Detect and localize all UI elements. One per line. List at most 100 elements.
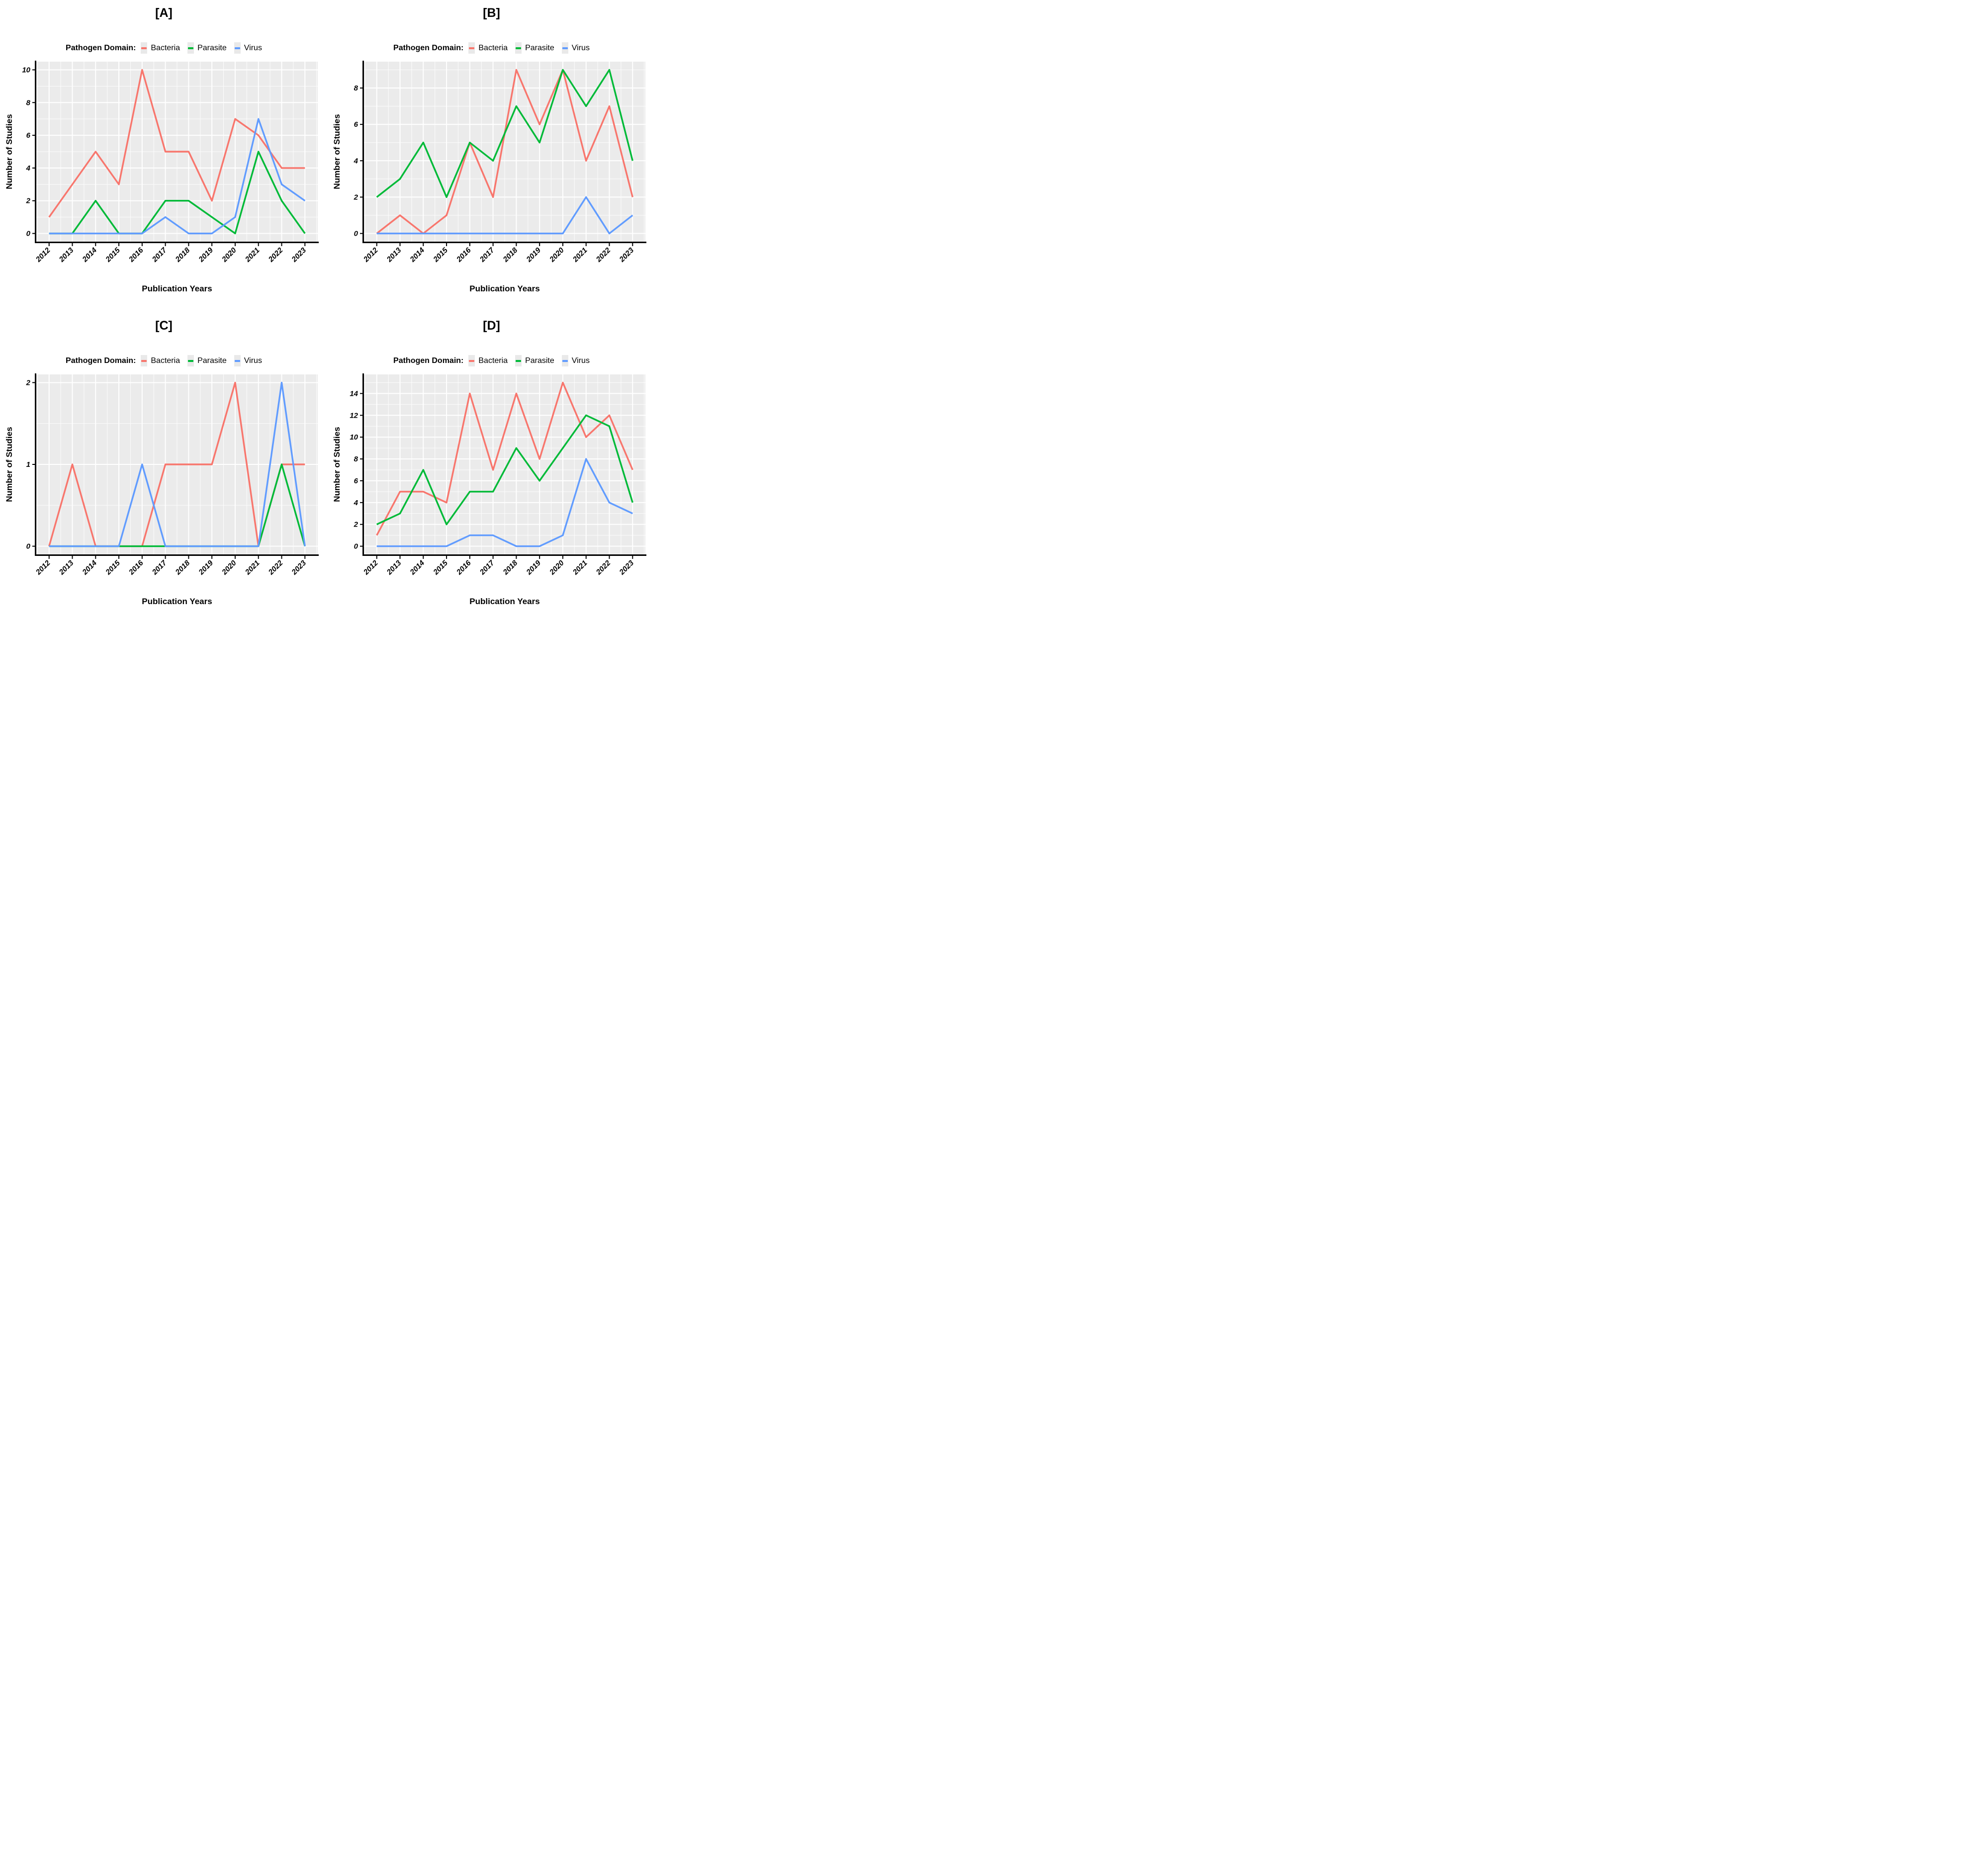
legend-label-bacteria: Bacteria <box>478 43 508 52</box>
y-tick-label: 6 <box>26 131 30 140</box>
x-tick-label: 2018 <box>173 558 191 577</box>
virus-line <box>49 118 305 235</box>
x-tick-label: 2022 <box>266 558 284 577</box>
panel-a-legend: Pathogen Domain: Bacteria Parasite Virus <box>66 42 262 54</box>
bacteria-line <box>48 69 305 218</box>
panel-c: [C] Pathogen Domain: Bacteria Parasite Vir… <box>0 313 328 625</box>
legend-label-bacteria: Bacteria <box>151 43 180 52</box>
x-tick-label: 2013 <box>57 246 76 264</box>
legend-item-bacteria: Bacteria <box>468 355 508 366</box>
x-tick-label: 2013 <box>385 558 403 577</box>
x-tick-label: 2018 <box>501 246 519 264</box>
legend-item-bacteria: Bacteria <box>468 42 508 54</box>
x-tick-label: 2018 <box>501 558 519 577</box>
x-tick-label: 2020 <box>547 246 566 264</box>
x-tick-label: 2015 <box>431 246 449 264</box>
legend-items: Bacteria Parasite Virus <box>141 42 262 54</box>
legend-items: Bacteria Parasite Virus <box>141 355 262 366</box>
legend-item-parasite: Parasite <box>515 355 554 366</box>
x-tick-label: 2018 <box>173 246 191 264</box>
x-tick-label: 2017 <box>478 246 496 264</box>
virus-line <box>49 381 306 547</box>
legend-label-parasite: Parasite <box>525 356 554 365</box>
x-tick-label: 2023 <box>617 558 635 577</box>
legend-key-parasite-icon <box>515 355 522 366</box>
x-tick-label: 2019 <box>524 246 542 264</box>
x-tick-label: 2020 <box>220 246 238 264</box>
y-tick-label: 2 <box>25 197 30 205</box>
panel-d-legend: Pathogen Domain: Bacteria Parasite Virus <box>393 355 590 366</box>
legend-title: Pathogen Domain: <box>66 43 136 52</box>
y-axis-title: Number of Studies <box>332 427 342 502</box>
legend-label-bacteria: Bacteria <box>151 356 180 365</box>
legend-key-bacteria-icon <box>468 42 475 54</box>
x-tick-label: 2016 <box>127 558 145 577</box>
virus-line-swatch-icon <box>234 359 240 362</box>
x-axis-title: Publication Years <box>469 284 539 293</box>
virus-line <box>376 458 633 547</box>
legend-key-virus-icon <box>234 355 241 366</box>
legend-label-parasite: Parasite <box>525 43 554 52</box>
virus-line <box>376 196 633 235</box>
panel-d: [D] Pathogen Domain: Bacteria Parasite Vir… <box>328 313 655 625</box>
virus-line-swatch-icon <box>562 47 568 49</box>
x-tick-label: 2019 <box>196 246 215 264</box>
legend-key-virus-icon <box>561 42 568 54</box>
y-tick-label: 0 <box>354 542 358 551</box>
y-tick-label: 10 <box>22 66 30 74</box>
legend-label-parasite: Parasite <box>197 43 227 52</box>
parasite-line <box>49 151 306 235</box>
y-axis-title: Number of Studies <box>4 427 14 502</box>
bacteria-line-swatch-icon <box>469 359 475 362</box>
y-tick-label: 4 <box>353 499 358 507</box>
legend-label-virus: Virus <box>244 356 262 365</box>
y-axis-title: Number of Studies <box>332 114 342 189</box>
x-tick-label: 2016 <box>454 558 473 577</box>
virus-line-swatch-icon <box>562 359 568 362</box>
panel-a: [A] Pathogen Domain: Bacteria Parasite Vir… <box>0 0 328 313</box>
y-tick-label: 1 <box>26 460 30 469</box>
virus-line-swatch-icon <box>234 47 240 49</box>
x-tick-label: 2014 <box>408 558 426 577</box>
parasite-line <box>376 69 633 198</box>
legend-label-bacteria: Bacteria <box>478 356 508 365</box>
panel-b-title: [B] <box>483 6 500 20</box>
x-tick-label: 2022 <box>594 246 612 264</box>
legend-item-virus: Virus <box>234 42 262 54</box>
legend-item-bacteria: Bacteria <box>141 355 180 366</box>
y-tick-label: 4 <box>353 157 358 165</box>
x-tick-label: 2023 <box>289 246 308 264</box>
legend-label-virus: Virus <box>571 356 590 365</box>
parasite-line-swatch-icon <box>188 359 194 362</box>
panel-c-legend: Pathogen Domain: Bacteria Parasite Virus <box>66 355 262 366</box>
x-tick-label: 2012 <box>361 558 380 577</box>
legend-items: Bacteria Parasite Virus <box>468 42 590 54</box>
figure-grid: [A] Pathogen Domain: Bacteria Parasite Vir… <box>0 0 655 625</box>
x-tick-label: 2016 <box>454 246 473 264</box>
x-axis-title: Publication Years <box>469 597 539 606</box>
x-tick-label: 2021 <box>571 246 589 264</box>
panel-d-chart: 0 2 4 6 8 10 12 14 2012 2013 2014 2015 2016 2017 2018 2… <box>332 373 646 606</box>
x-tick-label: 2021 <box>243 559 261 577</box>
x-axis-title: Publication Years <box>142 284 212 293</box>
parasite-line-swatch-icon <box>188 47 194 49</box>
legend-label-parasite: Parasite <box>197 356 227 365</box>
y-tick-label: 12 <box>350 411 358 420</box>
bacteria-line-swatch-icon <box>141 359 147 362</box>
x-tick-label: 2021 <box>243 246 261 264</box>
y-tick-label: 2 <box>25 378 30 387</box>
x-tick-label: 2019 <box>524 558 542 577</box>
y-tick-label: 8 <box>354 455 358 463</box>
y-tick-label: 0 <box>354 230 358 238</box>
x-tick-label: 2020 <box>220 558 238 577</box>
y-tick-label: 8 <box>354 84 358 92</box>
legend-title: Pathogen Domain: <box>393 43 464 52</box>
legend-key-bacteria-icon <box>141 355 148 366</box>
y-tick-label: 10 <box>350 433 358 442</box>
x-tick-label: 2014 <box>80 246 98 264</box>
x-tick-label: 2022 <box>594 558 612 577</box>
x-tick-label: 2023 <box>289 558 308 577</box>
legend-key-parasite-icon <box>187 42 194 54</box>
